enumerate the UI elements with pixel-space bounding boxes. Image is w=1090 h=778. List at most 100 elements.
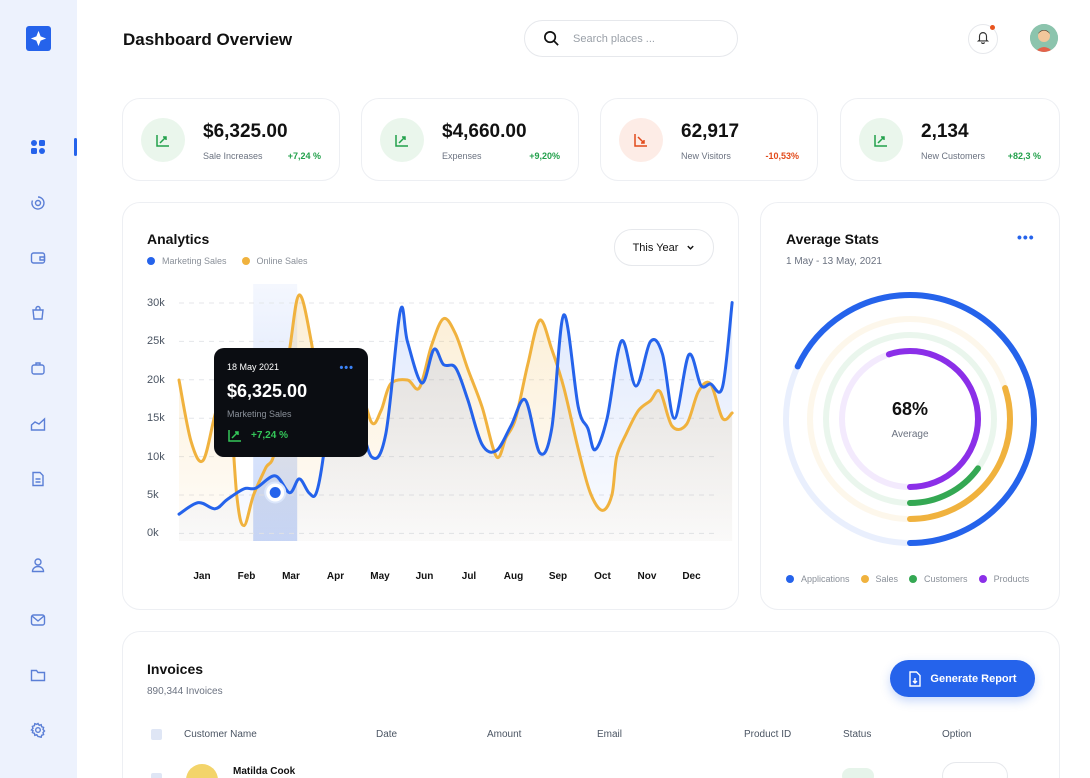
x-tick-label: Jul [461,571,477,582]
folder-icon[interactable] [29,666,47,684]
legend-item-marketing: Marketing Sales [147,256,227,266]
chart-tooltip: 18 May 2021 ••• $6,325.00 Marketing Sale… [214,348,368,457]
area-chart-icon[interactable] [29,415,47,433]
y-tick-label: 15k [147,412,165,425]
invoices-count: 890,344 Invoices [147,686,223,697]
x-tick-label: Aug [503,571,524,582]
grid-icon[interactable] [29,138,47,156]
search-bar[interactable] [524,20,738,57]
x-tick-label: Sep [548,571,568,582]
x-tick-label: Mar [282,571,300,582]
y-tick-label: 5k [147,489,159,501]
stat-label: New Customers [921,151,986,161]
nav-active-indicator [74,138,77,156]
column-header-date[interactable]: Date [376,729,398,740]
date-range: 1 May - 13 May, 2021 [786,256,882,267]
x-tick-label: Dec [682,571,701,582]
x-tick-label: Apr [326,571,345,582]
donut-center-label: Average [891,429,929,440]
stat-value: $4,660.00 [442,121,527,142]
trend-up-icon [859,118,903,162]
y-tick-label: 30k [147,297,165,309]
trend-up-icon [141,118,185,162]
generate-report-button[interactable]: Generate Report [890,660,1035,697]
column-header-option[interactable]: Option [942,729,972,740]
analytics-legend: Marketing Sales Online Sales [147,256,323,266]
stat-card-visitors: 62,917 New Visitors -10,53% [600,98,818,181]
y-tick-label: 25k [147,335,165,348]
notifications-button[interactable] [968,24,998,54]
legend-item-sales: Sales [860,574,898,584]
tooltip-value: $6,325.00 [227,381,308,401]
x-tick-label: Jan [193,571,211,582]
column-header-email[interactable]: Email [597,729,623,740]
avatar[interactable] [1030,24,1058,52]
stat-value: 62,917 [681,121,740,142]
stat-value: $6,325.00 [203,121,288,142]
customer-name: Matilda Cook [233,766,296,777]
shopping-bag-icon[interactable] [29,304,47,322]
column-header-customer[interactable]: Customer Name [184,729,257,740]
user-icon[interactable] [29,556,47,574]
mail-icon[interactable] [29,611,47,629]
select-all-checkbox[interactable] [151,729,162,740]
search-input[interactable] [573,32,723,45]
sidebar [0,0,77,778]
row-option-button[interactable] [942,762,1008,778]
status-badge [842,768,874,778]
page-title: Dashboard Overview [123,30,293,49]
gear-icon[interactable] [29,721,47,739]
x-tick-label: Jun [415,571,434,582]
row-checkbox[interactable] [151,773,162,778]
series-line-marketing [177,301,734,516]
chevron-down-icon [687,245,695,250]
stat-label: Sale Increases [203,151,263,161]
stat-change: -10,53% [765,151,799,161]
column-header-amount[interactable]: Amount [487,729,522,740]
trend-up-icon [380,118,424,162]
bell-icon [976,30,990,49]
stat-card-expenses: $4,660.00 Expenses +9,20% [361,98,579,181]
x-tick-label: Oct [594,571,611,582]
average-stats-legend: Applications Sales Customers Products [786,574,1029,584]
stat-label: Expenses [442,151,482,161]
period-dropdown[interactable]: This Year [614,229,714,266]
stat-change: +9,20% [529,151,560,161]
column-header-product-id[interactable]: Product ID [744,729,792,740]
more-icon[interactable]: ••• [339,362,354,374]
average-stats-title: Average Stats [786,231,879,247]
stat-card-customers: 2,134 New Customers +82,3 % [840,98,1060,181]
series-area-marketing [179,302,733,541]
briefcase-icon[interactable] [29,359,47,377]
x-tick-label: May [370,571,390,582]
logo[interactable] [26,26,51,51]
trend-down-icon [619,118,663,162]
stat-change: +7,24 % [287,151,321,161]
legend-item-applications: Applications [786,574,850,584]
ring-sales [807,316,1013,522]
ring-applications [783,292,1037,546]
highlight-point [269,487,281,499]
invoices-title: Invoices [147,661,204,677]
tooltip-date: 18 May 2021 [227,362,280,372]
document-icon[interactable] [29,470,47,488]
series-line-online [177,293,734,528]
generate-report-label: Generate Report [930,672,1017,685]
analytics-title: Analytics [147,231,210,247]
avatar [186,764,218,778]
column-header-status[interactable]: Status [843,729,872,740]
target-icon[interactable] [29,194,47,212]
legend-item-customers: Customers [909,574,968,584]
period-dropdown-label: This Year [632,241,679,254]
stat-card-sales: $6,325.00 Sale Increases +7,24 % [122,98,340,181]
tooltip-change: +7,24 % [251,430,288,441]
x-tick-label: Feb [237,571,256,582]
y-tick-label: 20k [147,373,165,386]
trend-up-icon [228,430,241,442]
ring-products [839,348,981,490]
ring-customers [823,332,997,506]
legend-item-online: Online Sales [241,256,308,266]
more-options-icon[interactable]: ••• [1017,229,1035,245]
wallet-icon[interactable] [29,249,47,267]
